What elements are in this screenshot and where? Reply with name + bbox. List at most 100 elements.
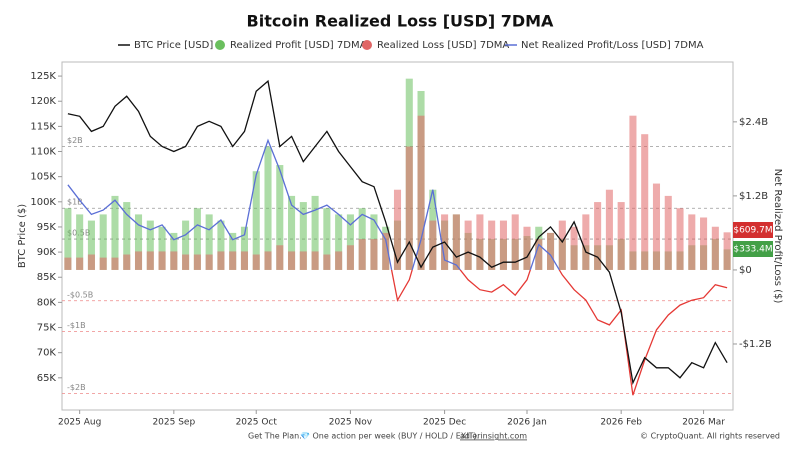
x-tick-label: 2025 Dec bbox=[423, 418, 466, 428]
bar bbox=[76, 214, 84, 270]
bar bbox=[217, 220, 225, 270]
bar bbox=[664, 195, 672, 270]
bar bbox=[64, 208, 72, 270]
bar bbox=[123, 254, 131, 270]
bar bbox=[99, 214, 107, 270]
bar bbox=[276, 245, 284, 270]
bar bbox=[205, 254, 213, 270]
bar bbox=[582, 214, 590, 270]
bar bbox=[511, 214, 519, 270]
bar bbox=[134, 214, 143, 270]
bar bbox=[393, 189, 402, 270]
bar bbox=[299, 251, 307, 270]
y-tick-label: 100K bbox=[30, 197, 56, 208]
bar bbox=[111, 257, 119, 270]
value-tag-label: $333.4M bbox=[733, 245, 772, 255]
bar bbox=[64, 257, 72, 270]
value-tag bbox=[733, 222, 773, 238]
bar bbox=[617, 202, 625, 270]
reference-label: -$2B bbox=[67, 383, 86, 392]
y-tick-label: 70K bbox=[37, 348, 57, 359]
bar bbox=[370, 239, 378, 270]
y2-tick-label: $2.4B bbox=[739, 117, 768, 128]
bar bbox=[99, 257, 107, 270]
bar bbox=[134, 251, 143, 270]
bar bbox=[723, 232, 731, 270]
bar bbox=[311, 251, 319, 270]
bar bbox=[652, 183, 661, 270]
bar bbox=[87, 220, 95, 270]
bar bbox=[358, 208, 366, 270]
y-tick-label: 115K bbox=[30, 121, 56, 132]
bar bbox=[311, 195, 319, 270]
reference-label: $1B bbox=[67, 198, 83, 207]
bar bbox=[229, 251, 237, 270]
y-tick-label: 95K bbox=[37, 222, 57, 233]
bar bbox=[558, 220, 566, 270]
bar bbox=[146, 251, 154, 270]
bar bbox=[417, 115, 425, 270]
bar bbox=[240, 226, 248, 270]
y-tick-label: 65K bbox=[37, 373, 57, 384]
bar bbox=[499, 220, 507, 270]
footer-text: Get The Plan. bbox=[248, 432, 302, 441]
bar bbox=[346, 214, 354, 270]
x-tick-label: 2026 Feb bbox=[600, 418, 642, 428]
bar bbox=[229, 232, 237, 270]
bar bbox=[182, 220, 190, 270]
bar bbox=[688, 214, 696, 270]
y-axis-label: BTC Price ($) bbox=[17, 204, 28, 268]
bar bbox=[87, 254, 95, 270]
bar bbox=[193, 208, 201, 270]
bar bbox=[535, 239, 543, 270]
bar bbox=[205, 214, 213, 270]
bar bbox=[170, 232, 178, 270]
bar bbox=[288, 251, 296, 270]
bar bbox=[252, 254, 260, 270]
bar bbox=[358, 239, 366, 270]
y-tick-label: 85K bbox=[37, 272, 57, 283]
value-tag bbox=[733, 241, 773, 257]
price-line bbox=[67, 79, 728, 385]
bar bbox=[170, 251, 178, 270]
bar bbox=[464, 220, 472, 270]
y2-tick-label: $1.2B bbox=[739, 191, 768, 202]
bar bbox=[323, 254, 331, 270]
bar bbox=[523, 226, 531, 270]
legend-label: BTC Price [USD] bbox=[134, 40, 213, 51]
bar bbox=[276, 165, 284, 270]
x-tick-label: 2025 Nov bbox=[329, 418, 373, 428]
bar bbox=[711, 226, 719, 270]
y-tick-label: 75K bbox=[37, 323, 57, 334]
bar bbox=[193, 254, 201, 270]
bar bbox=[335, 251, 343, 270]
y2-axis-label: Net Realized Profit/Loss ($) bbox=[772, 169, 783, 304]
copyright: © CryptoQuant. All rights reserved bbox=[640, 432, 780, 441]
bar bbox=[123, 202, 131, 270]
bar bbox=[111, 195, 119, 270]
footer-tagline: 💎 One action per week (BUY / HOLD / EXIT… bbox=[300, 432, 479, 441]
footer-link[interactable]: adlerinsight.com bbox=[460, 432, 527, 441]
net-line-positive bbox=[67, 138, 561, 270]
x-tick-label: 2025 Aug bbox=[58, 418, 101, 428]
bar bbox=[217, 251, 225, 270]
net-line-negative bbox=[390, 269, 728, 396]
bar bbox=[182, 254, 190, 270]
bar bbox=[299, 202, 307, 270]
y-tick-label: 120K bbox=[30, 96, 56, 107]
bar bbox=[629, 115, 637, 270]
bar bbox=[452, 214, 460, 270]
bar bbox=[570, 226, 578, 270]
y2-tick-label: -$1.2B bbox=[739, 339, 772, 350]
bar bbox=[264, 251, 272, 270]
x-tick-label: 2025 Oct bbox=[236, 418, 278, 428]
x-tick-label: 2026 Jan bbox=[507, 418, 547, 428]
legend-label: Realized Profit [USD] 7DMA bbox=[230, 40, 367, 51]
bar bbox=[429, 220, 437, 270]
bar bbox=[146, 220, 154, 270]
reference-label: -$0.5B bbox=[67, 290, 93, 299]
bar bbox=[335, 214, 343, 270]
x-tick-label: 2026 Mar bbox=[682, 418, 725, 428]
bar bbox=[76, 257, 84, 270]
